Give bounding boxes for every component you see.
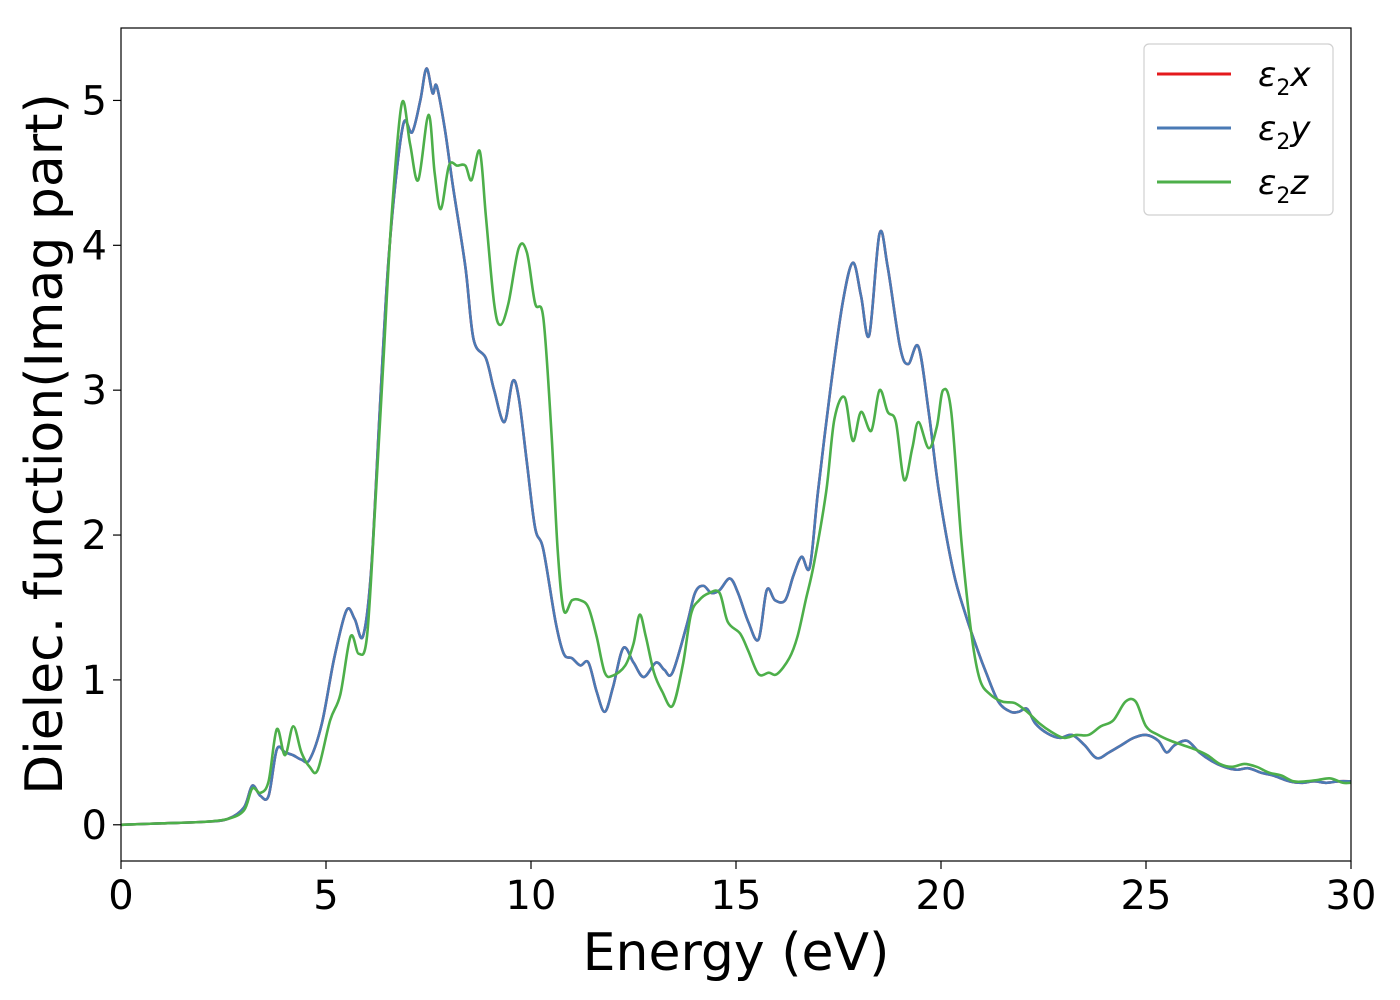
y-tick-label: 5 <box>82 78 107 124</box>
x-tick-label: 30 <box>1326 873 1377 919</box>
legend-label: ε2y <box>1258 109 1311 155</box>
y-tick-label: 2 <box>82 513 107 559</box>
x-axis: 0 5 10 15 20 25 30 <box>108 861 1376 919</box>
x-axis-title: Energy (eV) <box>583 923 890 983</box>
legend-subscript: 2 <box>1276 184 1290 209</box>
legend-box <box>1143 43 1334 216</box>
y-tick-label: 0 <box>82 803 107 849</box>
x-tick-label: 25 <box>1121 873 1172 919</box>
y-tick-label: 1 <box>82 658 107 704</box>
y-tick-label: 4 <box>82 223 107 269</box>
legend-symbol: ε <box>1258 55 1276 95</box>
legend-subscript: 2 <box>1276 130 1290 155</box>
legend-label: ε2z <box>1258 163 1309 209</box>
x-tick-label: 5 <box>313 873 338 919</box>
legend-component: z <box>1289 163 1309 203</box>
series-e2z-line <box>120 99 1352 827</box>
legend-symbol: ε <box>1258 163 1276 203</box>
legend-component: y <box>1289 109 1311 149</box>
legend-symbol: ε <box>1258 109 1276 149</box>
legend-label: ε2x <box>1258 55 1311 101</box>
x-tick-label: 20 <box>916 873 967 919</box>
y-axis-title: Dielec. function(Imag part) <box>15 93 75 795</box>
y-axis: 0 1 2 3 4 5 <box>82 78 121 849</box>
x-tick-label: 0 <box>108 873 133 919</box>
x-tick-label: 15 <box>711 873 762 919</box>
plot-area <box>120 67 1352 827</box>
legend-subscript: 2 <box>1276 76 1290 101</box>
y-tick-label: 3 <box>82 368 107 414</box>
legend-component: x <box>1289 55 1311 95</box>
x-tick-label: 10 <box>506 873 557 919</box>
